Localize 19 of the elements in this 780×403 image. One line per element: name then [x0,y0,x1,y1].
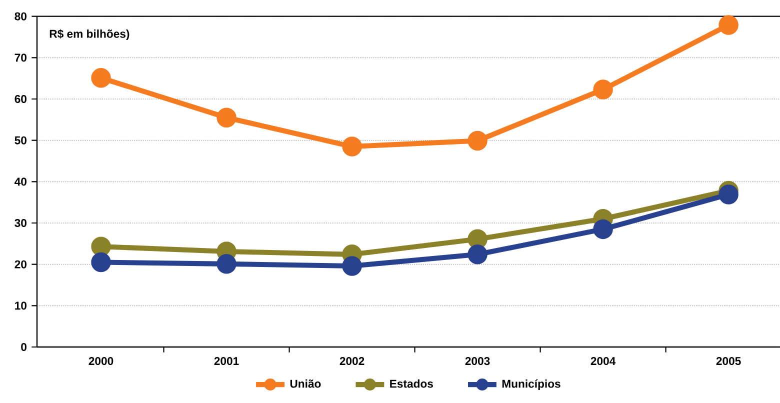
x-tick-label: 2004 [590,357,616,366]
legend-label: Estados [390,379,433,388]
x-tick-label: 2000 [88,357,114,366]
y-tick-label: 10 [15,302,26,310]
x-tick-label: 2002 [340,357,364,366]
x-tick-label: 2003 [465,357,490,366]
legend-label: Municípios [502,379,560,390]
y-tick-label: 70 [14,54,26,62]
y-axis-title: R$ em bilhões) [50,29,130,40]
y-tick-label: 0 [21,342,26,352]
y-tick-label: 50 [14,136,26,144]
y-tick-label: 40 [14,178,26,186]
y-tick-label: 80 [14,12,26,20]
y-tick-label: 30 [14,218,26,228]
x-tick-label: 2001 [214,357,239,366]
y-tick-label: 60 [14,94,26,104]
x-tick-label: 2005 [716,357,741,366]
y-tick-label: 20 [14,260,26,268]
legend-label: União [290,379,321,388]
